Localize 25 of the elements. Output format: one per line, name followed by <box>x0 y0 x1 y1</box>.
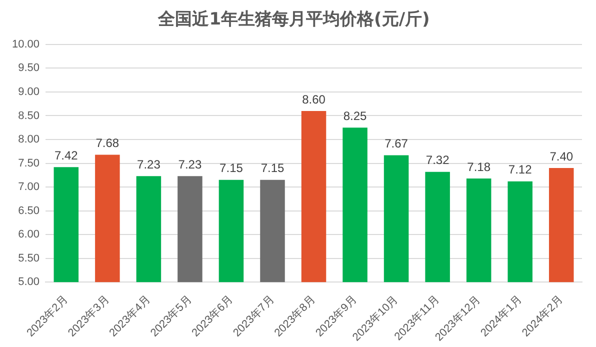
data-label: 7.40 <box>550 149 574 164</box>
data-label: 7.12 <box>508 162 532 177</box>
data-label: 7.68 <box>96 136 120 150</box>
data-label: 7.15 <box>260 161 284 176</box>
data-label: 8.60 <box>302 92 326 106</box>
data-label: 7.23 <box>178 157 202 172</box>
y-tick-label: 6.50 <box>18 204 40 217</box>
y-tick-label: 8.50 <box>18 110 40 122</box>
y-tick-label: 7.00 <box>18 181 40 194</box>
y-tick-label: 5.50 <box>18 252 40 264</box>
data-label: 8.25 <box>343 108 368 123</box>
data-label: 7.32 <box>426 153 450 168</box>
data-label: 7.23 <box>137 157 161 172</box>
y-tick-label: 9.50 <box>18 62 40 74</box>
y-tick-label: 5.00 <box>18 276 40 288</box>
y-tick-label: 6.00 <box>18 228 40 241</box>
data-label: 7.42 <box>54 148 78 162</box>
y-tick-label: 7.50 <box>18 157 40 170</box>
data-label: 7.15 <box>220 161 244 176</box>
chart-title: 全国近1年生猪每月平均价格(元/斤) <box>157 10 430 30</box>
data-label: 7.18 <box>467 160 491 174</box>
y-tick-label: 9.00 <box>18 86 40 98</box>
y-tick-label: 8.00 <box>18 134 40 146</box>
y-tick-label: 10.00 <box>12 38 40 50</box>
data-label: 7.67 <box>384 136 408 151</box>
